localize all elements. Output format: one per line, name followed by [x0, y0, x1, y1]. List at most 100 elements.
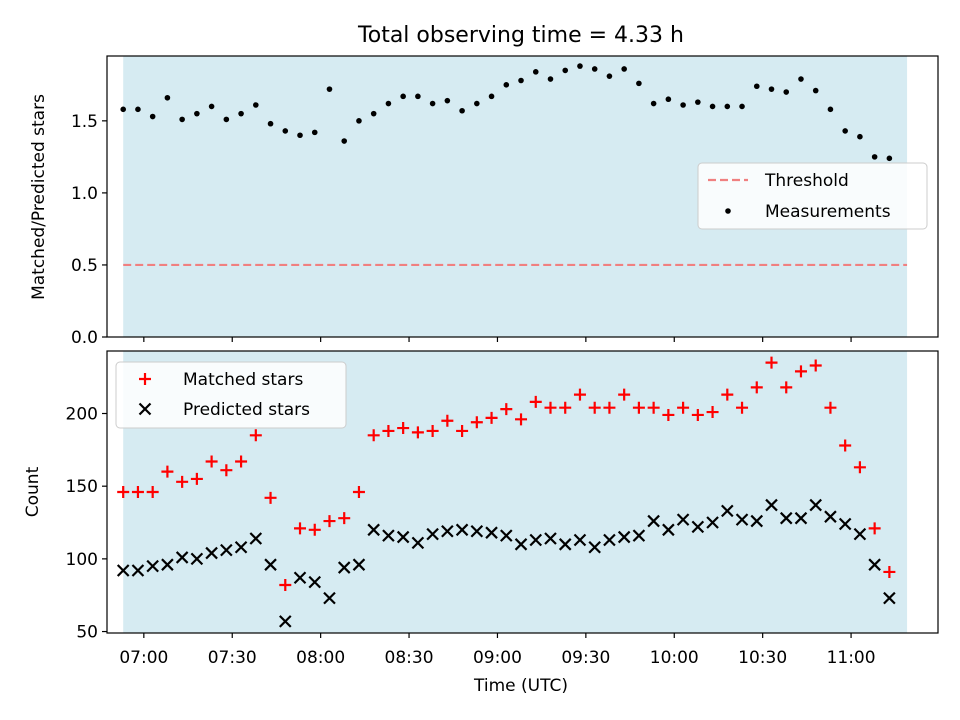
- bottom-x-tick-label: 07:30: [208, 648, 257, 668]
- measurement-point: [415, 93, 421, 100]
- bottom-x-tick-label: 09:30: [561, 648, 610, 668]
- measurement-point: [606, 73, 613, 79]
- predicted-star-point: [794, 511, 808, 525]
- measurement-point: [739, 103, 745, 110]
- measurement-point: [356, 118, 362, 124]
- measurement-point: [503, 82, 510, 88]
- predicted-stars-series: [116, 498, 896, 628]
- bottom-y-axis-label: Count: [23, 466, 43, 517]
- measurement-point: [311, 129, 318, 136]
- measurement-point: [562, 67, 569, 74]
- measurement-point: [724, 103, 731, 110]
- matched-star-point: [323, 515, 336, 528]
- measurement-point: [886, 155, 893, 162]
- measurement-point: [459, 107, 465, 114]
- measurement-point: [518, 77, 524, 84]
- legend-matched-marker: [139, 373, 151, 385]
- matched-star-point: [765, 356, 778, 369]
- measurement-point: [120, 106, 127, 113]
- legend-predicted-swatch: [138, 402, 152, 416]
- matched-star-point: [367, 429, 380, 442]
- matched-star-point: [677, 401, 690, 414]
- matched-stars-series: [117, 356, 896, 592]
- bottom-legend-box: [115, 361, 347, 429]
- measurement-point: [297, 132, 303, 139]
- matched-star-point: [146, 486, 159, 498]
- predicted-star-point: [470, 524, 484, 538]
- matched-star-point: [279, 579, 292, 592]
- measurement-point: [474, 100, 480, 107]
- predicted-star-point: [337, 561, 351, 574]
- top-y-tick-label: 0.5: [71, 256, 98, 276]
- predicted-star-point: [765, 498, 778, 512]
- top-x-ticks: [143, 337, 852, 342]
- matched-star-point: [515, 413, 528, 426]
- matched-star-point: [529, 395, 542, 408]
- matched-star-point: [397, 422, 410, 435]
- measurement-point: [429, 100, 436, 107]
- matched-star-point: [485, 411, 498, 424]
- predicted-star-point: [691, 520, 705, 534]
- matched-star-point: [220, 464, 233, 477]
- bottom-x-tick-label: 10:00: [650, 648, 699, 668]
- top-y-tick-label: 1.5: [71, 112, 98, 132]
- bottom-x-tick-label: 08:00: [296, 648, 345, 668]
- predicted-star-point: [352, 558, 366, 571]
- matched-star-point: [691, 408, 704, 421]
- bottom-panel: 50 100 150 200 07:00 07:30 08:00 08:30 09:00 09:…: [23, 350, 939, 696]
- matched-star-point: [883, 565, 896, 578]
- matched-star-point: [750, 381, 763, 394]
- measurement-point: [208, 103, 215, 110]
- measurement-point: [636, 80, 642, 87]
- predicted-star-point: [632, 529, 646, 542]
- matched-star-point: [618, 388, 631, 401]
- predicted-star-point: [175, 551, 189, 564]
- top-panel: 0.0 0.5 1.0 1.5 Matched/Predicted stars Thr…: [29, 55, 939, 348]
- matched-star-point: [824, 401, 837, 414]
- matched-star-point: [338, 512, 351, 525]
- bottom-x-tick-label: 11:00: [827, 648, 876, 668]
- measurement-point: [857, 133, 863, 140]
- legend-measurements-label: Measurements: [765, 202, 891, 222]
- matched-star-point: [853, 461, 866, 474]
- predicted-star-point: [779, 511, 793, 525]
- predicted-star-point: [529, 533, 543, 547]
- matched-star-point: [662, 408, 675, 421]
- predicted-star-point: [308, 575, 322, 589]
- predicted-star-point: [676, 513, 690, 526]
- matched-star-point: [736, 401, 749, 414]
- measurement-point: [650, 100, 657, 107]
- matched-star-point: [588, 401, 601, 414]
- bottom-y-tick-label: 100: [66, 550, 98, 570]
- measurement-point: [577, 63, 583, 69]
- matched-star-point: [426, 424, 439, 437]
- measurement-point: [341, 138, 348, 144]
- matched-star-point: [308, 523, 321, 536]
- measurement-point: [812, 87, 819, 94]
- matched-star-point: [559, 401, 572, 414]
- predicted-star-point: [116, 564, 130, 577]
- matched-star-point: [780, 381, 793, 394]
- measurement-point: [488, 93, 495, 100]
- measurement-point: [871, 154, 878, 160]
- chart-title: Total observing time = 4.33 h: [357, 23, 684, 48]
- measurement-point: [591, 66, 598, 72]
- matched-star-point: [249, 429, 262, 442]
- measurement-point: [842, 128, 848, 134]
- predicted-star-point: [721, 504, 734, 518]
- predicted-star-point: [220, 543, 233, 557]
- bottom-x-tick-label: 07:00: [119, 648, 168, 668]
- measurement-point: [695, 99, 701, 105]
- measurement-point: [709, 103, 716, 110]
- predicted-star-point: [544, 532, 557, 545]
- measurement-point: [532, 69, 539, 75]
- bottom-x-tick-label: 10:30: [738, 648, 787, 668]
- predicted-star-point: [382, 529, 395, 542]
- top-y-axis-label: Matched/Predicted stars: [29, 94, 49, 300]
- matched-star-point: [205, 455, 218, 468]
- matched-star-point: [190, 472, 203, 485]
- top-y-ticks: 0.0 0.5 1.0 1.5: [71, 112, 107, 348]
- measurement-point: [326, 86, 333, 92]
- measurement-point: [370, 110, 377, 117]
